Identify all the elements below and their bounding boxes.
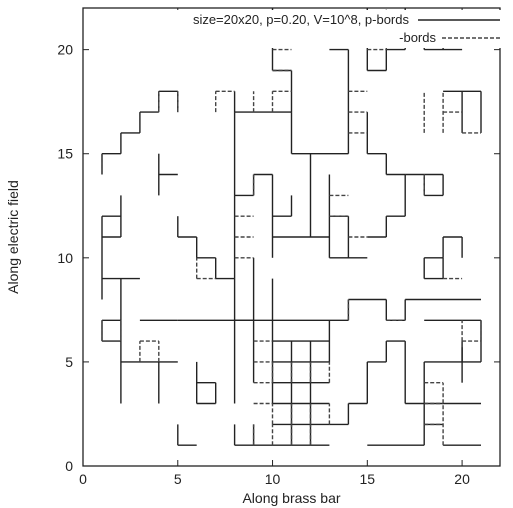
segments-layer (101, 8, 482, 446)
plot-frame (82, 7, 501, 467)
legend-entry-2-label: -bords (399, 30, 436, 45)
y-tick-label: 5 (65, 354, 73, 370)
x-tick-label: 15 (360, 471, 376, 487)
legend-entry-1-label: size=20x20, p=0.20, V=10^8, p-bords (193, 12, 410, 27)
y-axis-label: Along electric field (5, 180, 21, 294)
x-tick-label: 5 (174, 471, 182, 487)
ticks-layer: 0 5 10 15 20 0 5 10 15 20 (57, 8, 500, 487)
y-tick-label: 0 (65, 458, 73, 474)
y-tick-label: 10 (57, 250, 73, 266)
x-tick-label: 10 (265, 471, 281, 487)
x-tick-label: 20 (454, 471, 470, 487)
y-tick-label: 15 (57, 146, 73, 162)
x-axis-label: Along brass bar (242, 490, 340, 506)
y-tick-label: 20 (57, 42, 73, 58)
legend-background (132, 10, 508, 48)
x-tick-label: 0 (79, 471, 87, 487)
legend: size=20x20, p=0.20, V=10^8, p-bords -bor… (132, 10, 508, 48)
